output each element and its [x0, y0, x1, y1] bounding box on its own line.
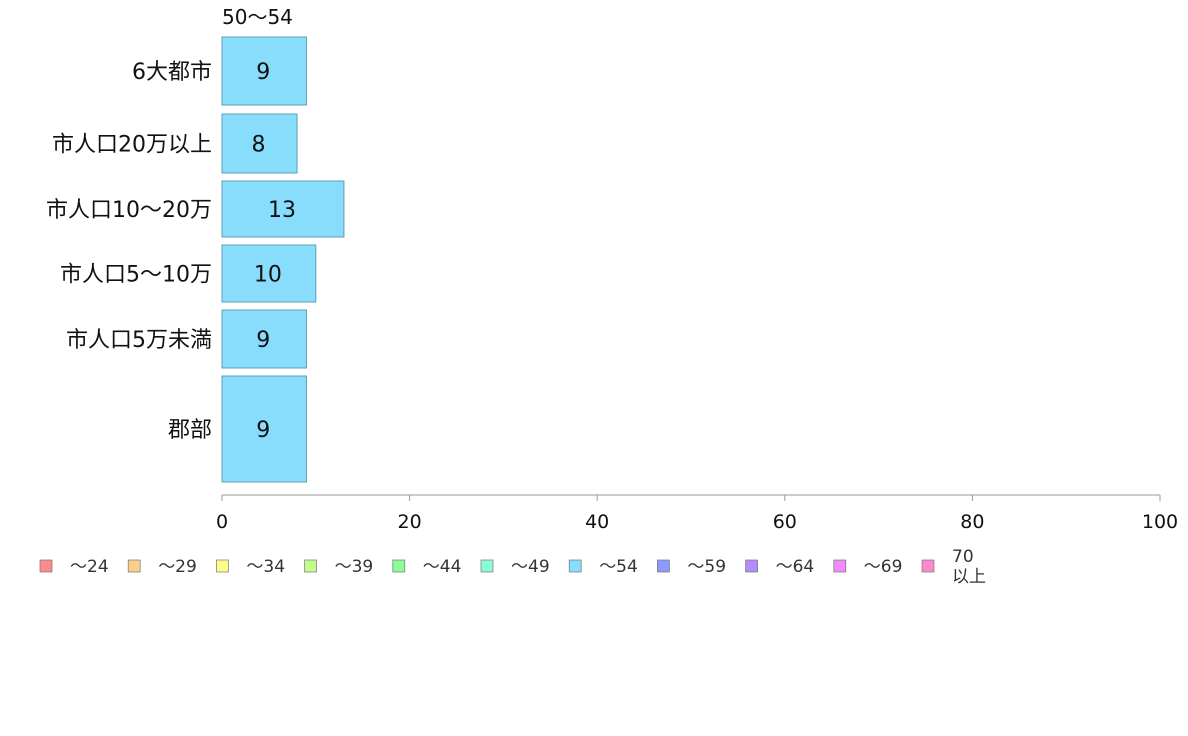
bar: [221, 36, 307, 106]
legend-swatch: [216, 559, 229, 573]
bar: [221, 309, 307, 369]
bar-value-label: 9: [256, 418, 270, 443]
bar-value-label: 9: [256, 328, 270, 353]
category-label: 市人口5〜10万: [60, 263, 212, 288]
x-tick-label: 60: [773, 511, 797, 533]
bar: [221, 180, 345, 238]
bar: [221, 244, 317, 303]
x-axis: 0 20 40 60 80 100: [216, 494, 1178, 533]
legend: 〜24 〜29 〜34 〜39 〜44 〜49 〜54 〜59 〜64 〜69 70 以上: [39, 547, 986, 587]
series-header-label: 50〜54: [222, 5, 293, 29]
legend-swatch: [657, 559, 670, 573]
bar: [221, 113, 298, 174]
legend-swatch: [745, 559, 758, 573]
bar-value-label: 13: [268, 198, 296, 223]
legend-swatch: [39, 559, 53, 573]
bar-value-label: 10: [254, 263, 282, 288]
legend-label: 〜44: [423, 557, 462, 577]
legend-swatch: [480, 559, 494, 573]
x-tick-label: 0: [216, 511, 228, 533]
bar-value-label: 8: [252, 133, 266, 158]
legend-label: 〜39: [335, 557, 374, 577]
legend-swatch: [392, 559, 406, 573]
bar-group: [221, 36, 345, 483]
legend-label: 〜34: [246, 557, 285, 577]
legend-label: 〜24: [70, 557, 109, 577]
legend-label: 〜29: [158, 557, 197, 577]
legend-label: 〜69: [864, 557, 903, 577]
category-label: 市人口5万未満: [66, 328, 212, 353]
category-label: 市人口20万以上: [52, 133, 212, 158]
x-tick-label: 100: [1142, 511, 1178, 533]
legend-swatch: [921, 559, 935, 573]
legend-swatch: [833, 559, 847, 573]
bar: [221, 375, 307, 483]
legend-swatch: [127, 559, 141, 573]
x-tick-label: 80: [960, 511, 984, 533]
category-label: 郡部: [168, 418, 212, 443]
category-label: 6大都市: [132, 60, 212, 85]
legend-label: 〜49: [511, 557, 550, 577]
legend-label: 〜54: [599, 557, 638, 577]
x-tick-label: 20: [398, 511, 422, 533]
category-label: 市人口10〜20万: [46, 198, 212, 223]
legend-swatch: [304, 559, 317, 573]
legend-swatch: [568, 559, 582, 573]
bar-value-labels: 9 8 13 10 9 9: [252, 60, 296, 443]
x-tick-label: 40: [585, 511, 609, 533]
legend-label: 70 以上: [952, 547, 986, 587]
legend-label: 〜64: [776, 557, 815, 577]
bar-value-label: 9: [256, 60, 270, 85]
legend-label: 〜59: [687, 557, 726, 577]
